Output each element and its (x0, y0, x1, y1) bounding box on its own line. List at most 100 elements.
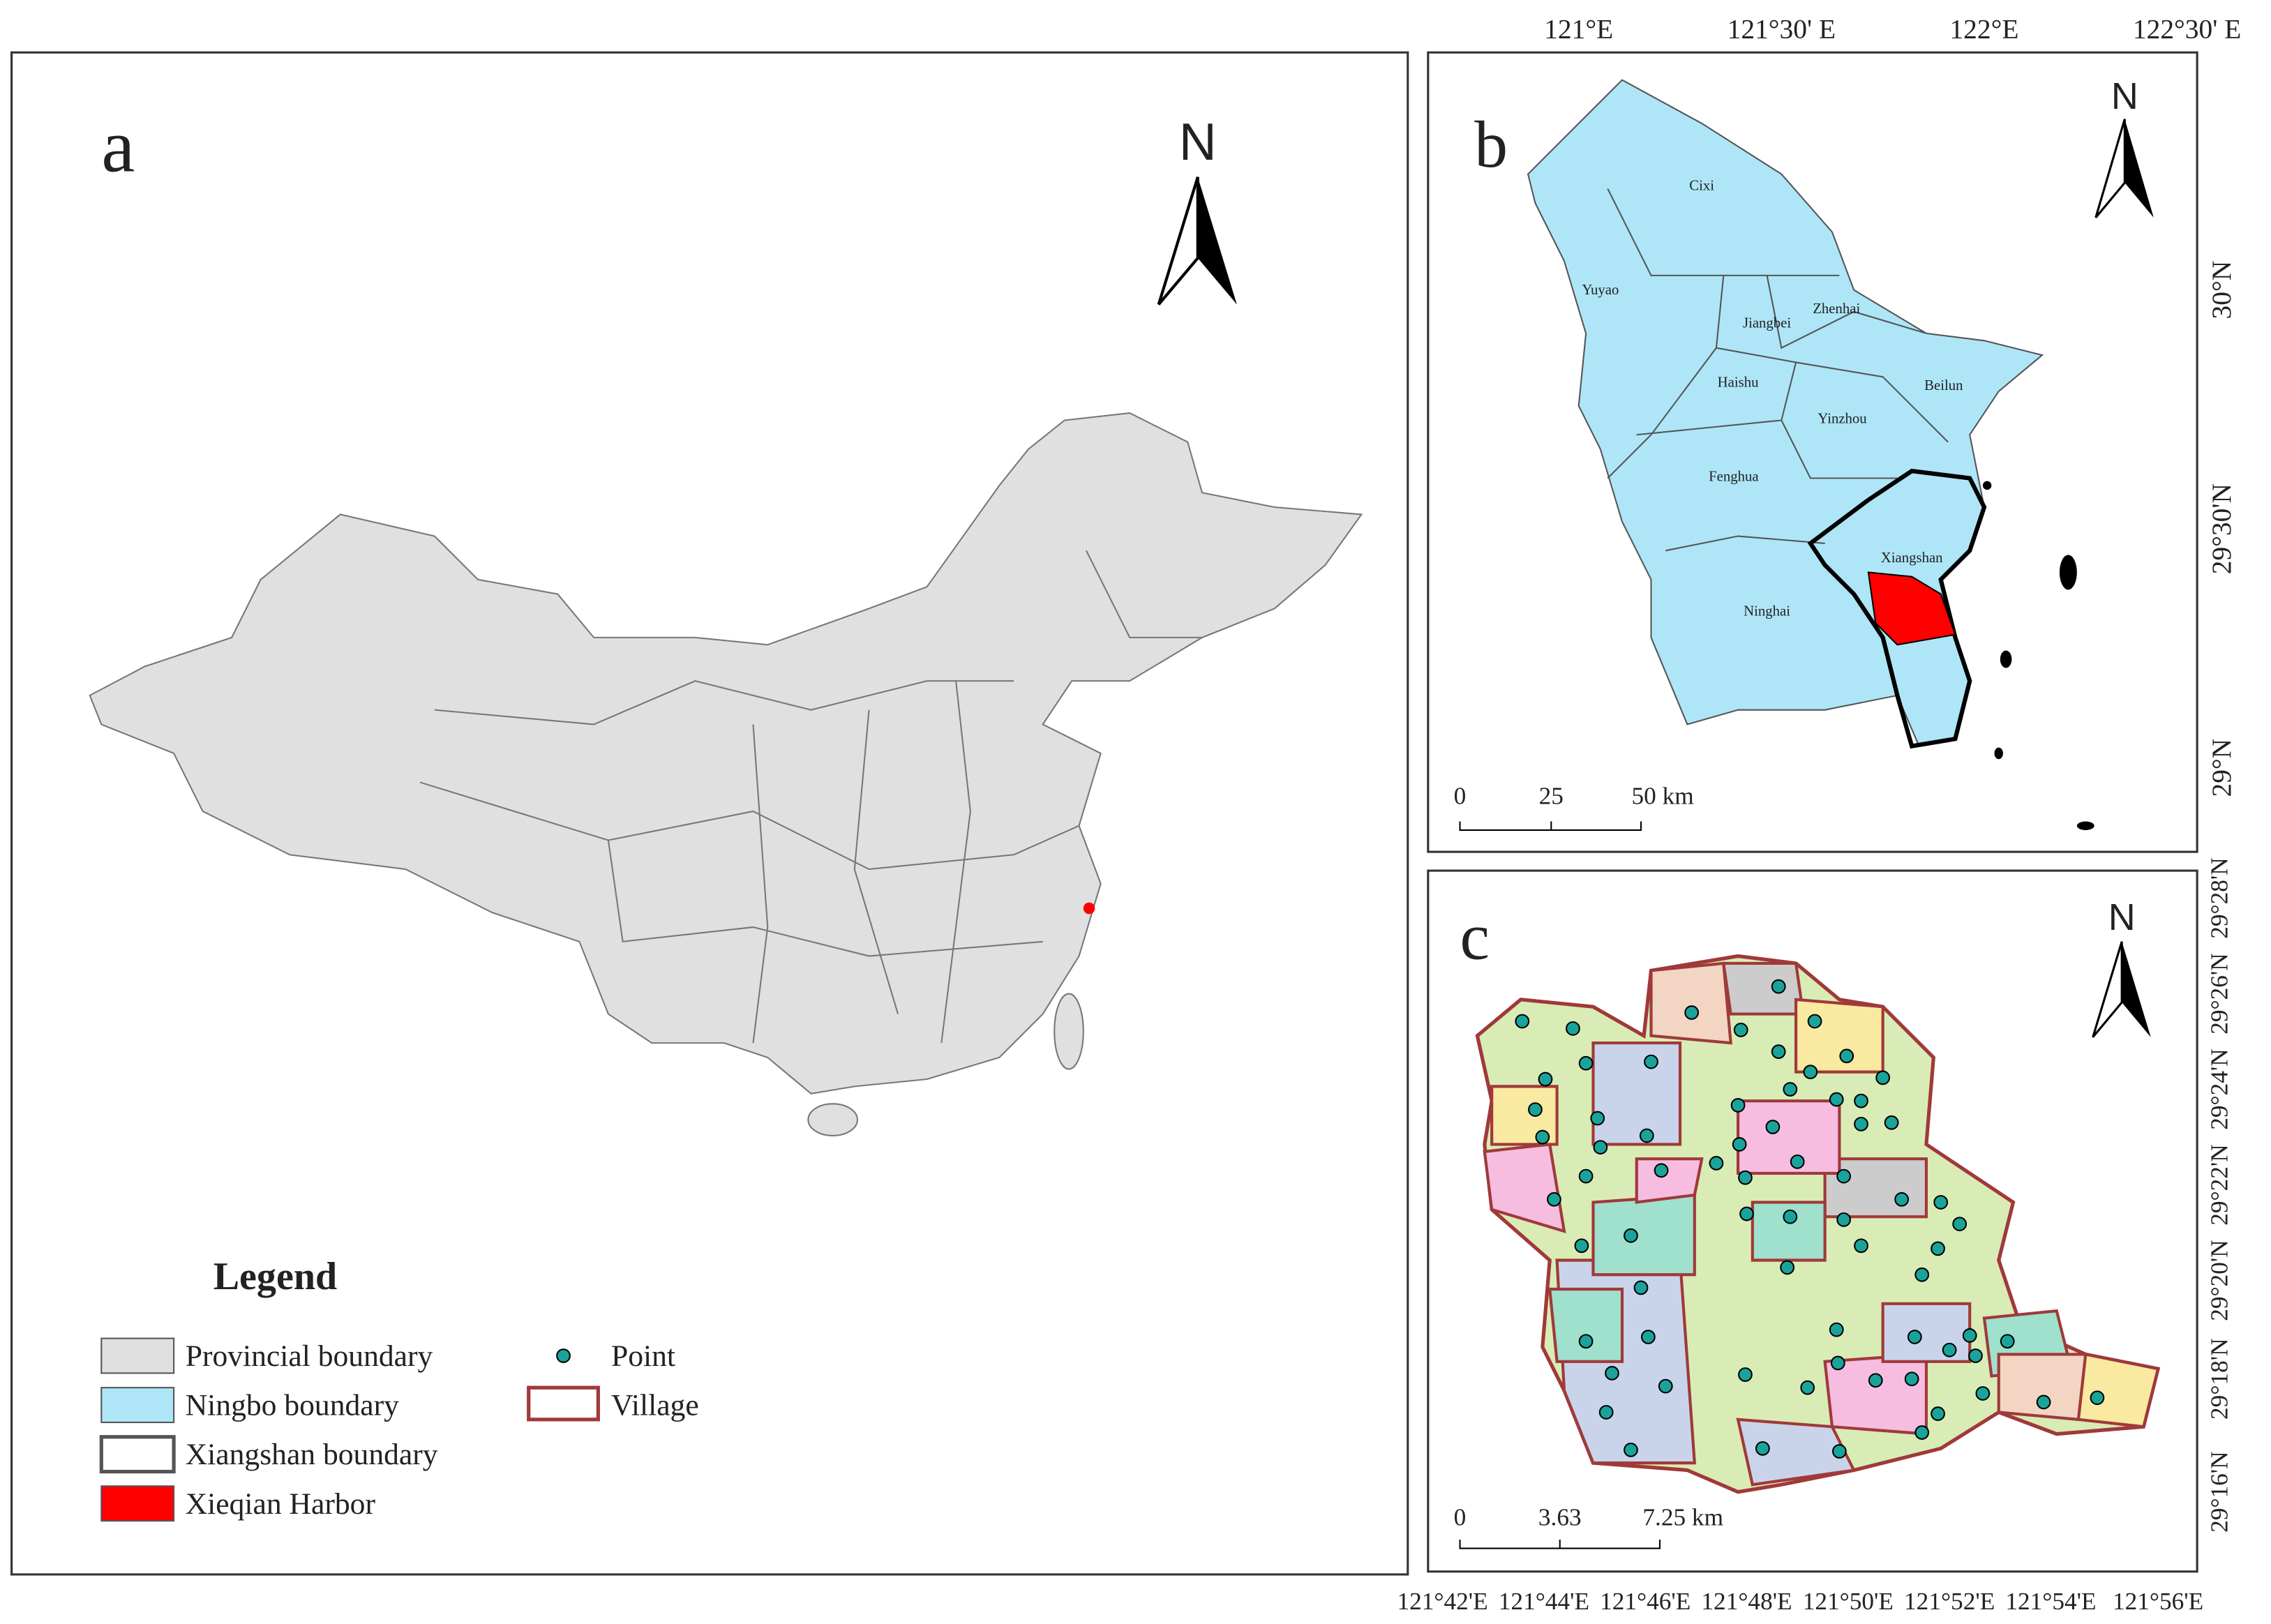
xiangshan-boundary (1807, 468, 1987, 749)
legend-swatch (100, 1337, 175, 1374)
village-point (1590, 1111, 1605, 1126)
village-point (1644, 1054, 1658, 1069)
xieqian-harbor (1867, 571, 1956, 646)
village-point (1578, 1055, 1594, 1071)
y-coordinate-label: 29°26'N (2206, 953, 2233, 1035)
village-point (1738, 1367, 1753, 1382)
village-point (1854, 1116, 1868, 1131)
legend-label: Xieqian Harbor (186, 1487, 376, 1521)
village-point (1633, 1280, 1649, 1295)
village-point (1538, 1072, 1553, 1087)
x-labels: 121°42'E 121°44'E 121°46'E 121°48'E 121°50'E… (1397, 1588, 2203, 1615)
x-coordinate-label: 121°46'E (1600, 1588, 1691, 1615)
village-point (1968, 1348, 1983, 1363)
village-point (1624, 1228, 1638, 1243)
village-point (1654, 1163, 1669, 1178)
village-point (1593, 1140, 1608, 1155)
village-points (1515, 979, 2105, 1459)
legend-label: Ningbo boundary (186, 1389, 399, 1422)
islands (1982, 481, 2094, 830)
x-coordinate-label: 121°54'E (2005, 1588, 2096, 1615)
village-point (1790, 1154, 1805, 1169)
district-label: Xiangshan (1881, 550, 1943, 566)
panel-label: b (1474, 107, 1508, 181)
district-label: Yuyao (1582, 283, 1619, 298)
village-point (2090, 1390, 2105, 1406)
y-coordinate-label: 29°18'N (2206, 1338, 2233, 1420)
village-point (1598, 1405, 1614, 1420)
village-point (1800, 1380, 1815, 1395)
village-point (1854, 1238, 1868, 1254)
y-labels: 30°N 29°30'N 29°N (2206, 261, 2237, 797)
y-coordinate-label: 29°22'N (2206, 1144, 2233, 1226)
village-point (1765, 1120, 1781, 1134)
district-label: Yinzhou (1817, 412, 1867, 427)
village-point (1739, 1206, 1754, 1221)
panel-label: a (101, 105, 135, 188)
harbor-marker (1083, 902, 1095, 915)
village-point (1839, 1048, 1854, 1064)
x-coordinate-label: 121°E (1544, 13, 1613, 44)
village-point (2036, 1394, 2051, 1410)
village-patches (1483, 961, 2160, 1487)
x-coordinate-label: 121°56'E (2113, 1588, 2203, 1615)
village-point (1639, 1128, 1654, 1143)
legend: Provincial boundary Ningbo boundary Xiangs… (99, 1337, 699, 1522)
village-point (1732, 1137, 1747, 1152)
village-point (1836, 1212, 1851, 1227)
village-point (1854, 1093, 1868, 1108)
legend-label: Provincial boundary (186, 1339, 433, 1373)
village-point (1515, 1014, 1530, 1029)
x-coordinate-label: 121°48'E (1701, 1588, 1792, 1615)
district-labels: Cixi Yuyao Jiangbei Zhenhai Haishu Beilun Yinz… (1582, 178, 1963, 619)
district-label: Jiangbei (1743, 316, 1791, 331)
taiwan (1054, 993, 1084, 1070)
village-point (1640, 1330, 1656, 1344)
village-point (1684, 1005, 1700, 1020)
scale-label: 0 (1454, 1503, 1467, 1531)
province-lines (419, 550, 1202, 1044)
village-point (1574, 1238, 1589, 1254)
village-point (1780, 1260, 1795, 1275)
north-label: N (1179, 112, 1217, 171)
village-point (1829, 1322, 1844, 1337)
village-point (1730, 1097, 1746, 1113)
village-point (1942, 1342, 1957, 1358)
district-label: Cixi (1689, 178, 1714, 193)
village-point (1578, 1168, 1594, 1184)
village-point (1975, 1386, 1991, 1401)
village-point (1605, 1366, 1619, 1381)
village-point (1931, 1241, 1945, 1256)
y-coordinate-label: 29°16'N (2206, 1451, 2233, 1533)
y-coordinate-label: 29°N (2206, 739, 2237, 797)
village-point (1709, 1156, 1724, 1171)
north-arrow (2122, 941, 2151, 1037)
legend-swatch (100, 1485, 175, 1522)
scale-label: 0 (1454, 783, 1467, 810)
village-point (1952, 1217, 1968, 1231)
village-point (1931, 1406, 1945, 1421)
scale-label: 3.63 (1538, 1503, 1582, 1531)
scale-label: 7.25 km (1642, 1503, 1723, 1531)
panel-label: c (1460, 900, 1490, 974)
village-point (1807, 1014, 1822, 1029)
scale-label: 25 (1539, 783, 1564, 810)
village-point (1914, 1425, 1930, 1440)
village-point (1771, 979, 1786, 994)
village-point (1733, 1023, 1748, 1037)
legend-swatch (100, 1387, 175, 1424)
district-lines (1607, 188, 1949, 552)
district-label: Haishu (1718, 375, 1759, 391)
hainan (807, 1103, 858, 1137)
district-label: Fenghua (1709, 469, 1758, 485)
village-point (1803, 1065, 1818, 1080)
x-coordinate-label: 122°E (1949, 13, 2018, 44)
village-point (1894, 1191, 1910, 1207)
village-point (1783, 1209, 1798, 1224)
district-label: Beilun (1924, 378, 1963, 393)
village-point (1566, 1021, 1580, 1036)
district-label: Ninghai (1744, 604, 1790, 619)
scale-labels: 0 25 50 km (1454, 783, 1694, 810)
y-coordinate-label: 29°28'N (2206, 857, 2233, 939)
